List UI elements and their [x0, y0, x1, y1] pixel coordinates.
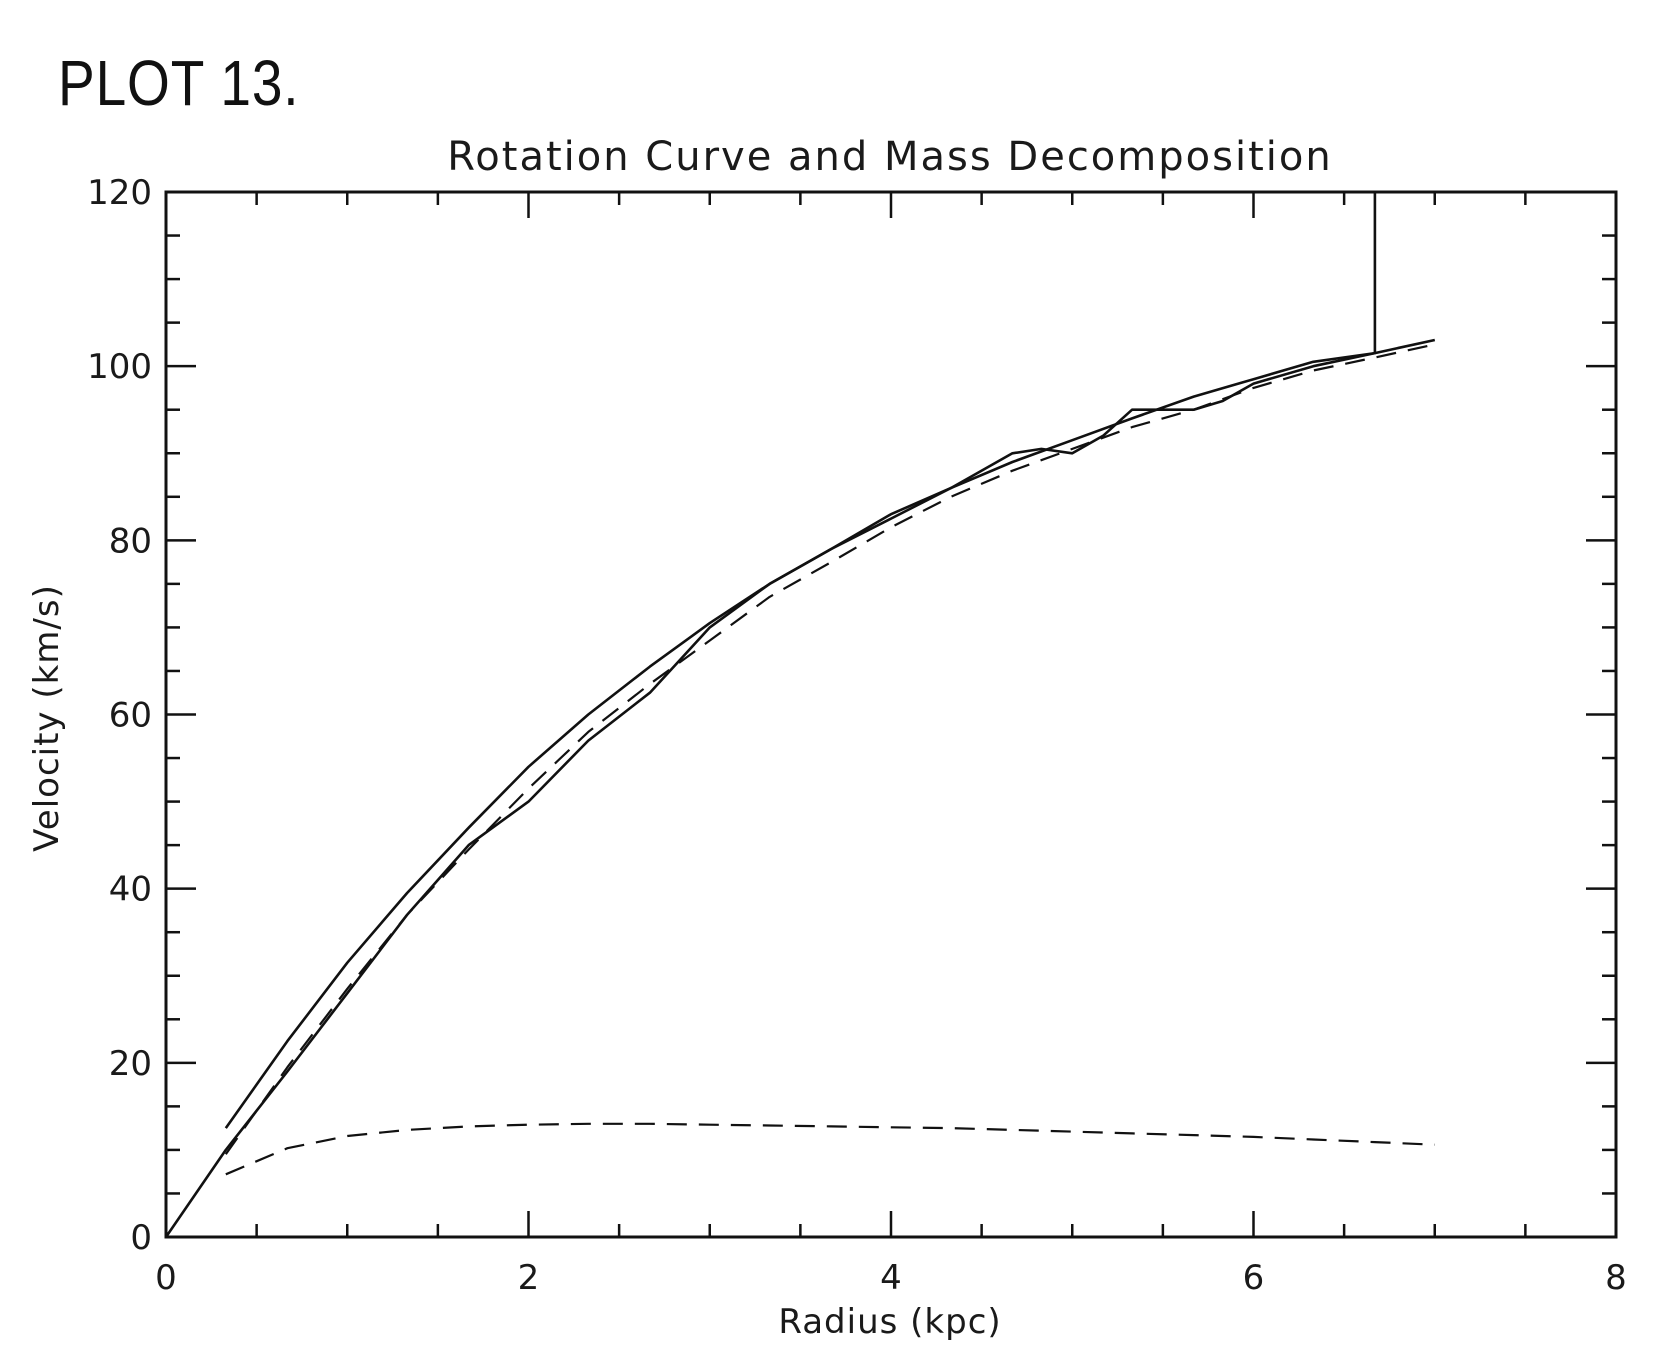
plot-label: PLOT 13.	[58, 47, 300, 119]
x-tick-label: 2	[518, 1258, 540, 1298]
series-line-4	[225, 1122, 1435, 1176]
series-line-3	[224, 343, 1436, 1155]
chart-title: Rotation Curve and Mass Decomposition	[447, 134, 1332, 180]
y-tick-label: 0	[130, 1218, 152, 1258]
series-layer	[164, 192, 1436, 1238]
y-tick-label: 40	[109, 870, 152, 910]
x-tick-label: 6	[1243, 1258, 1265, 1298]
y-tick-label: 60	[109, 696, 152, 736]
y-tick-label: 120	[87, 173, 152, 213]
y-axis-label: Velocity (km/s)	[27, 584, 67, 852]
axis-ticks	[164, 190, 1618, 1239]
x-axis-label: Radius (kpc)	[778, 1302, 1001, 1342]
x-tick-label: 0	[155, 1258, 177, 1298]
y-tick-label: 100	[87, 347, 152, 387]
series-line-2	[224, 338, 1436, 1129]
series-line-1	[164, 192, 1377, 1238]
y-tick-label: 20	[109, 1044, 152, 1084]
x-tick-label: 8	[1605, 1258, 1627, 1298]
x-tick-label: 4	[880, 1258, 902, 1298]
y-tick-label: 80	[109, 521, 152, 561]
